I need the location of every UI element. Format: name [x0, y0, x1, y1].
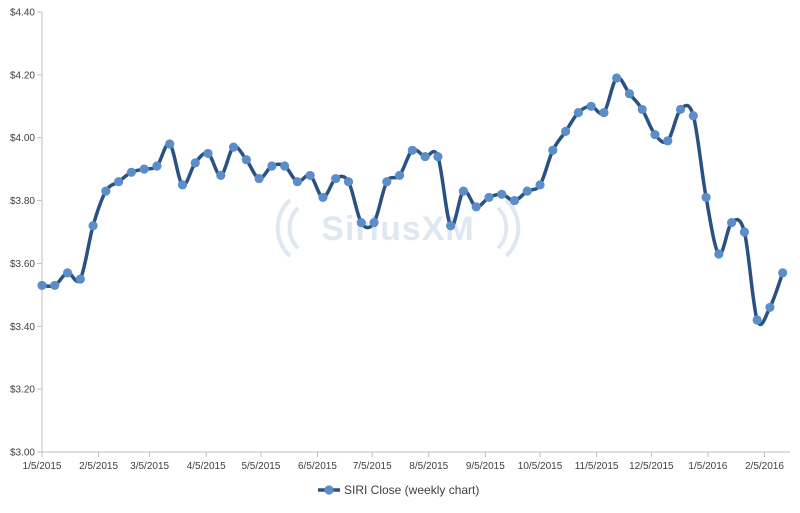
data-point — [267, 161, 277, 171]
data-point — [254, 173, 264, 184]
data-point — [331, 173, 341, 184]
data-point — [484, 192, 494, 203]
data-point — [420, 151, 430, 162]
data-point — [228, 142, 239, 152]
data-point — [573, 107, 583, 118]
data-point — [509, 195, 520, 206]
x-tick-label: 2/5/2016 — [745, 461, 784, 472]
y-tick-label: $4.20 — [10, 70, 35, 81]
series-line — [40, 75, 785, 327]
data-point — [637, 104, 647, 115]
data-point — [356, 217, 366, 228]
data-point — [778, 268, 788, 278]
series-layer — [37, 73, 788, 327]
data-point — [663, 136, 673, 146]
data-point — [318, 192, 328, 203]
chart-axes: $3.00 $3.20 $3.40 $3.60 $3.80 $4.00 $4.20 $4.40… — [10, 8, 790, 472]
y-tick-label: $3.80 — [10, 196, 35, 207]
x-tick-label: 2/5/2015 — [79, 461, 118, 472]
data-point — [624, 89, 635, 99]
data-point — [37, 280, 47, 291]
x-tick-label: 1/5/2015 — [23, 461, 62, 472]
data-point — [62, 268, 73, 278]
siriusxm-watermark-logo: SiriusXM — [275, 198, 521, 258]
data-point — [88, 221, 98, 231]
data-point — [688, 111, 698, 121]
data-point — [203, 148, 213, 159]
x-tick-label: 1/5/2016 — [688, 461, 727, 472]
data-point — [241, 155, 251, 165]
x-tick-label: 9/5/2015 — [466, 461, 505, 472]
data-point — [177, 180, 188, 190]
data-point — [114, 177, 124, 187]
y-tick-label: $4.00 — [10, 133, 35, 144]
data-point — [369, 217, 379, 228]
x-tick-label: 4/5/2015 — [187, 461, 226, 472]
y-tick-label: $3.20 — [10, 385, 35, 396]
data-point — [586, 101, 596, 111]
data-point — [471, 202, 481, 212]
data-point — [292, 177, 303, 187]
data-point — [522, 186, 532, 196]
data-point — [739, 227, 749, 237]
data-point — [343, 177, 354, 187]
y-tick-label: $3.40 — [10, 322, 35, 333]
data-point — [752, 315, 762, 325]
data-point — [727, 217, 737, 228]
data-point — [599, 107, 609, 118]
legend-marker-swatch — [324, 485, 334, 495]
x-tick-label: 8/5/2015 — [409, 461, 448, 472]
data-point — [765, 302, 775, 313]
data-point — [165, 139, 175, 149]
x-tick-label: 10/5/2015 — [518, 461, 563, 472]
data-point — [561, 126, 571, 137]
data-point — [407, 145, 417, 155]
data-point — [675, 104, 686, 115]
legend-label: SIRI Close (weekly chart) — [344, 483, 479, 497]
x-tick-label: 12/5/2015 — [629, 461, 674, 472]
data-point — [446, 221, 456, 231]
data-point — [126, 167, 136, 177]
data-point — [280, 161, 290, 171]
data-point — [433, 151, 443, 162]
data-point — [458, 186, 469, 196]
x-tick-label: 11/5/2015 — [575, 461, 619, 472]
x-tick-label: 3/5/2015 — [130, 461, 169, 472]
data-point — [497, 189, 507, 199]
chart-legend: SIRI Close (weekly chart) — [318, 483, 479, 497]
data-point — [152, 161, 162, 171]
data-point — [101, 186, 111, 196]
x-tick-label: 6/5/2015 — [298, 461, 337, 472]
y-tick-label: $4.40 — [10, 8, 35, 19]
data-point — [701, 192, 711, 203]
x-tick-label: 7/5/2015 — [353, 461, 392, 472]
data-point — [535, 180, 545, 190]
data-point — [75, 274, 85, 284]
data-point — [139, 164, 149, 174]
data-point — [190, 158, 200, 168]
data-point — [714, 249, 724, 259]
x-tick-label: 5/5/2015 — [241, 461, 280, 472]
data-point — [50, 280, 60, 291]
y-tick-label: $3.00 — [10, 448, 35, 459]
data-point — [382, 177, 392, 187]
data-point — [548, 145, 558, 155]
data-point — [650, 129, 660, 140]
data-point — [394, 170, 405, 181]
data-point — [216, 170, 226, 181]
y-tick-label: $3.60 — [10, 259, 35, 270]
data-point — [305, 170, 315, 181]
data-point — [612, 73, 622, 83]
